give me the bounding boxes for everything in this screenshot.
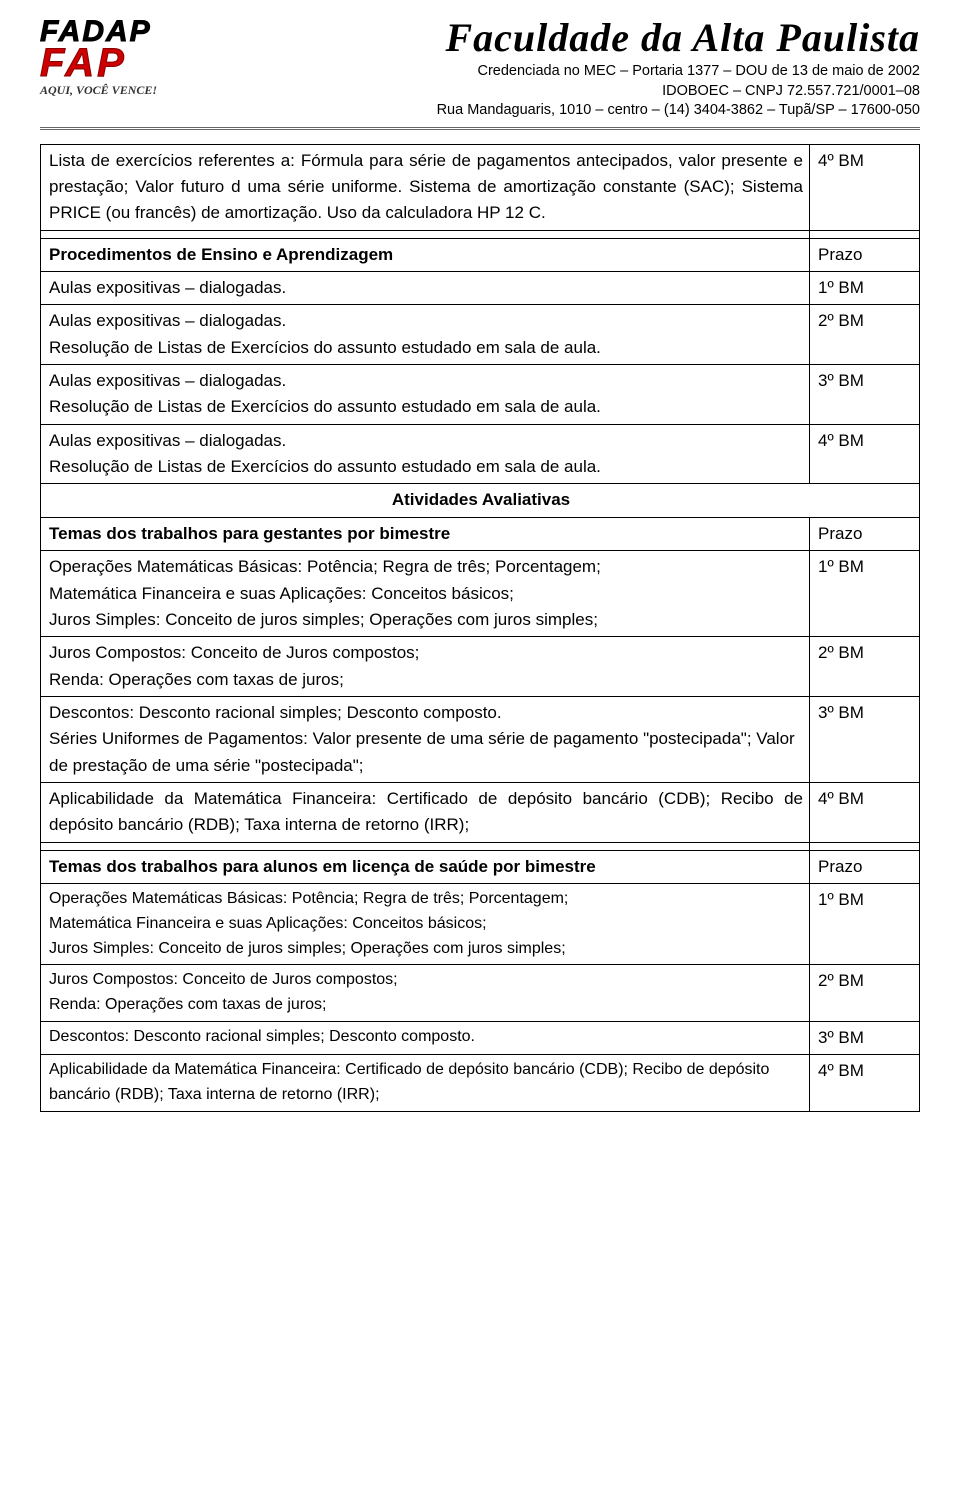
table-row: Descontos: Desconto racional simples; De…	[41, 1021, 920, 1054]
gestantes-row-prazo: 3º BM	[810, 696, 920, 782]
logo-slogan: AQUI, VOCÊ VENCE!	[40, 83, 220, 98]
gestantes-row-text: Aplicabilidade da Matemática Financeira:…	[41, 782, 810, 842]
licenca-row-prazo: 2º BM	[810, 965, 920, 1022]
table-row: Operações Matemáticas Básicas: Potência;…	[41, 551, 920, 637]
gestantes-row-text: Juros Compostos: Conceito de Juros compo…	[41, 637, 810, 697]
licenca-heading: Temas dos trabalhos para alunos em licen…	[41, 850, 810, 883]
gestantes-row-text: Descontos: Desconto racional simples; De…	[41, 696, 810, 782]
licenca-row-prazo: 4º BM	[810, 1055, 920, 1112]
header-address-line: Rua Mandaguaris, 1010 – centro – (14) 34…	[240, 101, 920, 121]
licenca-row-text: Operações Matemáticas Básicas: Potência;…	[41, 883, 810, 964]
procedimentos-row-prazo: 2º BM	[810, 305, 920, 365]
procedimentos-row-prazo: 4º BM	[810, 424, 920, 484]
procedimentos-row-prazo: 1º BM	[810, 272, 920, 305]
licenca-row-prazo: 3º BM	[810, 1021, 920, 1054]
spacer	[41, 842, 920, 850]
procedimentos-heading-row: Procedimentos de Ensino e Aprendizagem P…	[41, 238, 920, 271]
procedimentos-heading-prazo: Prazo	[810, 238, 920, 271]
header-cnpj-line: IDOBOEC – CNPJ 72.557.721/0001–08	[240, 82, 920, 102]
table-row: Juros Compostos: Conceito de Juros compo…	[41, 965, 920, 1022]
table-row: Juros Compostos: Conceito de Juros compo…	[41, 637, 920, 697]
gestantes-heading-row: Temas dos trabalhos para gestantes por b…	[41, 517, 920, 550]
spacer	[41, 230, 920, 238]
gestantes-row-text: Operações Matemáticas Básicas: Potência;…	[41, 551, 810, 637]
atividades-heading: Atividades Avaliativas	[41, 484, 920, 517]
table-row: Aulas expositivas – dialogadas. 1º BM	[41, 272, 920, 305]
content-table: Lista de exercícios referentes a: Fórmul…	[40, 144, 920, 1112]
licenca-heading-row: Temas dos trabalhos para alunos em licen…	[41, 850, 920, 883]
licenca-row-text: Descontos: Desconto racional simples; De…	[41, 1021, 810, 1054]
table-row: Aulas expositivas – dialogadas. Resoluçã…	[41, 365, 920, 425]
logo-text-fap: FAP	[40, 45, 220, 81]
table-row: Aplicabilidade da Matemática Financeira:…	[41, 1055, 920, 1112]
gestantes-heading-prazo: Prazo	[810, 517, 920, 550]
header-text-block: Faculdade da Alta Paulista Credenciada n…	[240, 18, 920, 121]
procedimentos-row-text: Aulas expositivas – dialogadas. Resoluçã…	[41, 424, 810, 484]
table-row: Descontos: Desconto racional simples; De…	[41, 696, 920, 782]
table-row: Aulas expositivas – dialogadas. Resoluçã…	[41, 305, 920, 365]
table-row: Operações Matemáticas Básicas: Potência;…	[41, 883, 920, 964]
atividades-heading-row: Atividades Avaliativas	[41, 484, 920, 517]
table-row: Aulas expositivas – dialogadas. Resoluçã…	[41, 424, 920, 484]
gestantes-heading: Temas dos trabalhos para gestantes por b…	[41, 517, 810, 550]
licenca-row-text: Aplicabilidade da Matemática Financeira:…	[41, 1055, 810, 1112]
gestantes-row-prazo: 1º BM	[810, 551, 920, 637]
gestantes-row-prazo: 4º BM	[810, 782, 920, 842]
licenca-row-text: Juros Compostos: Conceito de Juros compo…	[41, 965, 810, 1022]
table-row: Aplicabilidade da Matemática Financeira:…	[41, 782, 920, 842]
intro-text: Lista de exercícios referentes a: Fórmul…	[41, 144, 810, 230]
logo: FADAP FAP AQUI, VOCÊ VENCE!	[40, 18, 220, 98]
institution-title: Faculdade da Alta Paulista	[240, 18, 920, 58]
procedimentos-row-text: Aulas expositivas – dialogadas. Resoluçã…	[41, 305, 810, 365]
gestantes-row-prazo: 2º BM	[810, 637, 920, 697]
licenca-heading-prazo: Prazo	[810, 850, 920, 883]
procedimentos-row-text: Aulas expositivas – dialogadas. Resoluçã…	[41, 365, 810, 425]
intro-row: Lista de exercícios referentes a: Fórmul…	[41, 144, 920, 230]
procedimentos-heading: Procedimentos de Ensino e Aprendizagem	[41, 238, 810, 271]
header-credential-line: Credenciada no MEC – Portaria 1377 – DOU…	[240, 62, 920, 82]
procedimentos-row-prazo: 3º BM	[810, 365, 920, 425]
page-header: FADAP FAP AQUI, VOCÊ VENCE! Faculdade da…	[40, 18, 920, 130]
intro-prazo: 4º BM	[810, 144, 920, 230]
procedimentos-row-text: Aulas expositivas – dialogadas.	[41, 272, 810, 305]
licenca-row-prazo: 1º BM	[810, 883, 920, 964]
